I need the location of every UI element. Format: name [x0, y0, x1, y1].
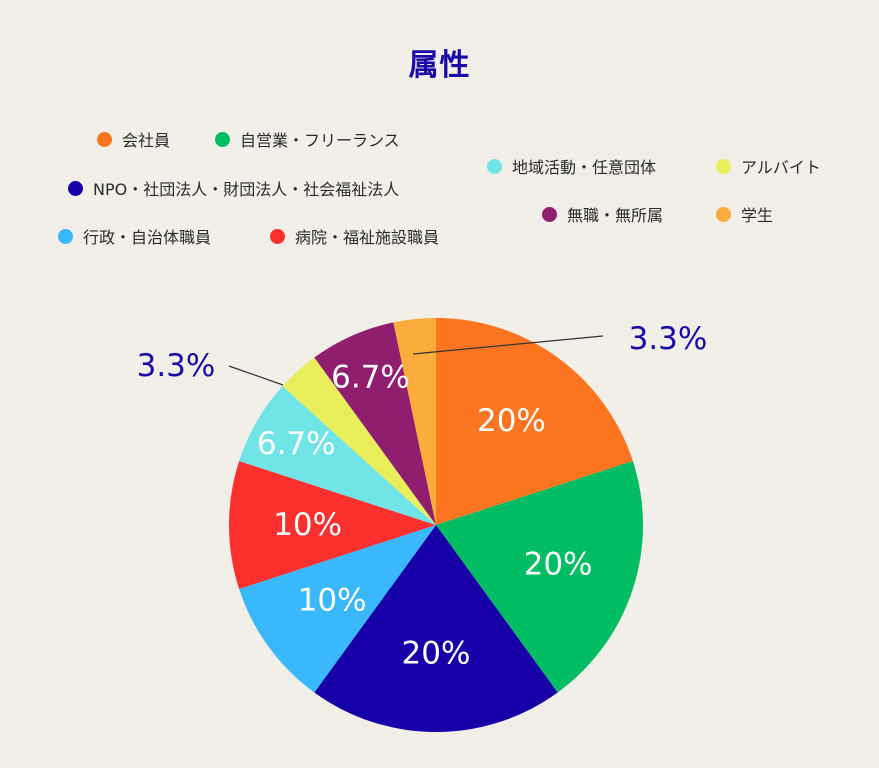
legend-item[interactable]: アルバイト	[716, 155, 821, 177]
legend-swatch	[487, 158, 502, 174]
chart-title: 属性	[408, 48, 471, 83]
legend-item[interactable]: 会社員	[97, 128, 170, 150]
legend-item[interactable]: 行政・自治体職員	[58, 225, 211, 247]
legend-item[interactable]: NPO・社団法人・財団法人・社会福祉法人	[68, 177, 399, 199]
legend-label: 無職・無所属	[567, 206, 664, 225]
pie-slice[interactable]	[436, 318, 633, 525]
legend-item[interactable]: 地域活動・任意団体	[487, 155, 656, 177]
legend-swatch	[215, 131, 230, 147]
legend-item[interactable]: 無職・無所属	[542, 203, 663, 225]
legend-label: 会社員	[122, 131, 171, 150]
pie-slice[interactable]	[282, 357, 436, 525]
legend-swatch	[542, 206, 557, 222]
legend-item[interactable]: 病院・福祉施設職員	[270, 225, 439, 247]
legend-label: 地域活動・任意団体	[512, 158, 657, 177]
pie-data-label: 3.3%	[629, 321, 708, 357]
pie-slice[interactable]	[239, 386, 436, 525]
legend-label: NPO・社団法人・財団法人・社会福祉法人	[93, 180, 400, 199]
pie-slice[interactable]	[314, 525, 558, 732]
pie-data-label: 20%	[524, 547, 593, 583]
legend-swatch	[716, 206, 731, 222]
legend-swatch	[58, 228, 73, 244]
pie-data-label: 20%	[477, 403, 546, 439]
legend-swatch	[68, 180, 83, 196]
pie-data-label: 6.7%	[257, 426, 336, 462]
legend-swatch	[270, 228, 285, 244]
legend-label: 学生	[741, 206, 774, 225]
leader-line	[412, 335, 604, 355]
legend-label: アルバイト	[741, 158, 821, 177]
legend-swatch	[716, 158, 731, 174]
legend-label: 自営業・フリーランス	[240, 131, 400, 150]
pie-slice[interactable]	[436, 461, 644, 693]
pie-data-label: 6.7%	[331, 359, 410, 395]
pie-data-label: 10%	[298, 582, 367, 618]
pie-data-label: 10%	[273, 507, 342, 543]
leader-line	[228, 365, 284, 386]
pie-slice[interactable]	[393, 318, 436, 525]
legend-swatch	[97, 131, 112, 147]
legend-item[interactable]: 自営業・フリーランス	[215, 128, 400, 150]
pie-slice[interactable]	[239, 525, 436, 693]
legend-item[interactable]: 学生	[716, 203, 773, 225]
legend-label: 病院・福祉施設職員	[295, 228, 440, 247]
pie-slice[interactable]	[314, 322, 436, 525]
pie-data-label: 20%	[402, 635, 471, 671]
pie-slice[interactable]	[228, 461, 436, 589]
legend-label: 行政・自治体職員	[83, 228, 212, 247]
pie-data-label: 3.3%	[137, 348, 216, 384]
